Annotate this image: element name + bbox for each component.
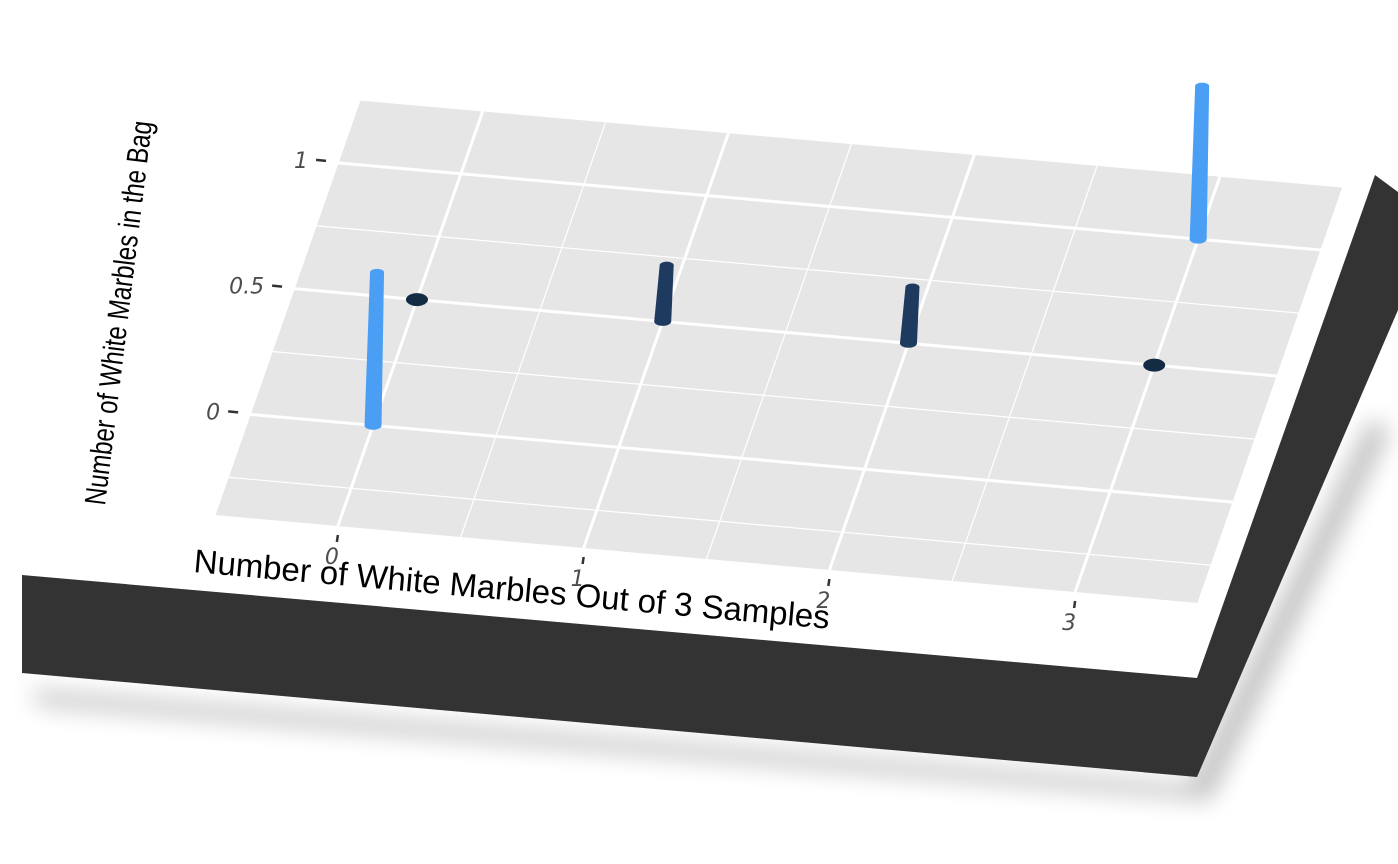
y-axis-ticks: 00.51: [206, 149, 327, 425]
x-tick-label: 1: [571, 567, 585, 592]
y-tick-label: 0: [206, 400, 220, 425]
x-axis-ticks: 0 1 2 3: [325, 534, 1077, 636]
column-base: [899, 338, 917, 348]
point-marker: [405, 293, 428, 307]
grid-line-major: [336, 110, 485, 527]
column-bar: [1189, 82, 1210, 244]
column-body: [1189, 86, 1210, 240]
grid-line-major: [250, 412, 1234, 504]
column-base: [1189, 234, 1207, 244]
column-bar: [654, 261, 674, 326]
grid-line-minor: [359, 99, 1344, 188]
grid-line-minor: [460, 121, 607, 538]
x-tick-mark: [1072, 600, 1077, 609]
grid-line-minor: [1197, 186, 1344, 604]
column-body: [364, 272, 385, 426]
y-tick-label: 0.5: [229, 275, 264, 300]
x-tick-mark: [827, 578, 831, 587]
column-top: [905, 283, 920, 291]
x-tick-label: 3: [1062, 611, 1076, 636]
column-body: [654, 265, 674, 322]
column-body: [899, 287, 920, 344]
base-right: [1197, 175, 1398, 777]
grid-line-minor: [705, 143, 853, 560]
y-tick-mark: [315, 158, 327, 163]
y-tick-label: 1: [294, 149, 308, 174]
column-top: [370, 268, 385, 276]
grid-line-minor: [951, 165, 1098, 582]
grid-line-major: [1073, 175, 1222, 593]
x-tick-label: 0: [325, 545, 339, 570]
chart-marks: [364, 82, 1210, 430]
column-base: [364, 420, 382, 430]
grid-line-minor: [214, 99, 361, 516]
column-bar: [364, 268, 385, 430]
x-tick-label: 2: [816, 589, 830, 614]
column-base: [654, 316, 672, 326]
grid-line-major: [337, 161, 1322, 252]
column-top: [659, 261, 674, 269]
grid-line-minor: [228, 476, 1212, 566]
point-marker: [1143, 358, 1166, 372]
base-front: [22, 575, 1197, 777]
column-bar: [899, 283, 920, 348]
grid-line-major: [582, 132, 731, 549]
grid-line-minor: [316, 225, 1300, 314]
gridlines: [214, 99, 1344, 604]
y-tick-mark: [228, 410, 239, 414]
x-tick-mark: [581, 556, 585, 565]
y-tick-mark: [271, 284, 283, 288]
x-tick-mark: [335, 534, 340, 543]
grid-line-major: [827, 153, 976, 571]
grid-line-major: [293, 287, 1278, 378]
column-top: [1195, 82, 1210, 90]
grid-line-minor: [272, 350, 1256, 440]
